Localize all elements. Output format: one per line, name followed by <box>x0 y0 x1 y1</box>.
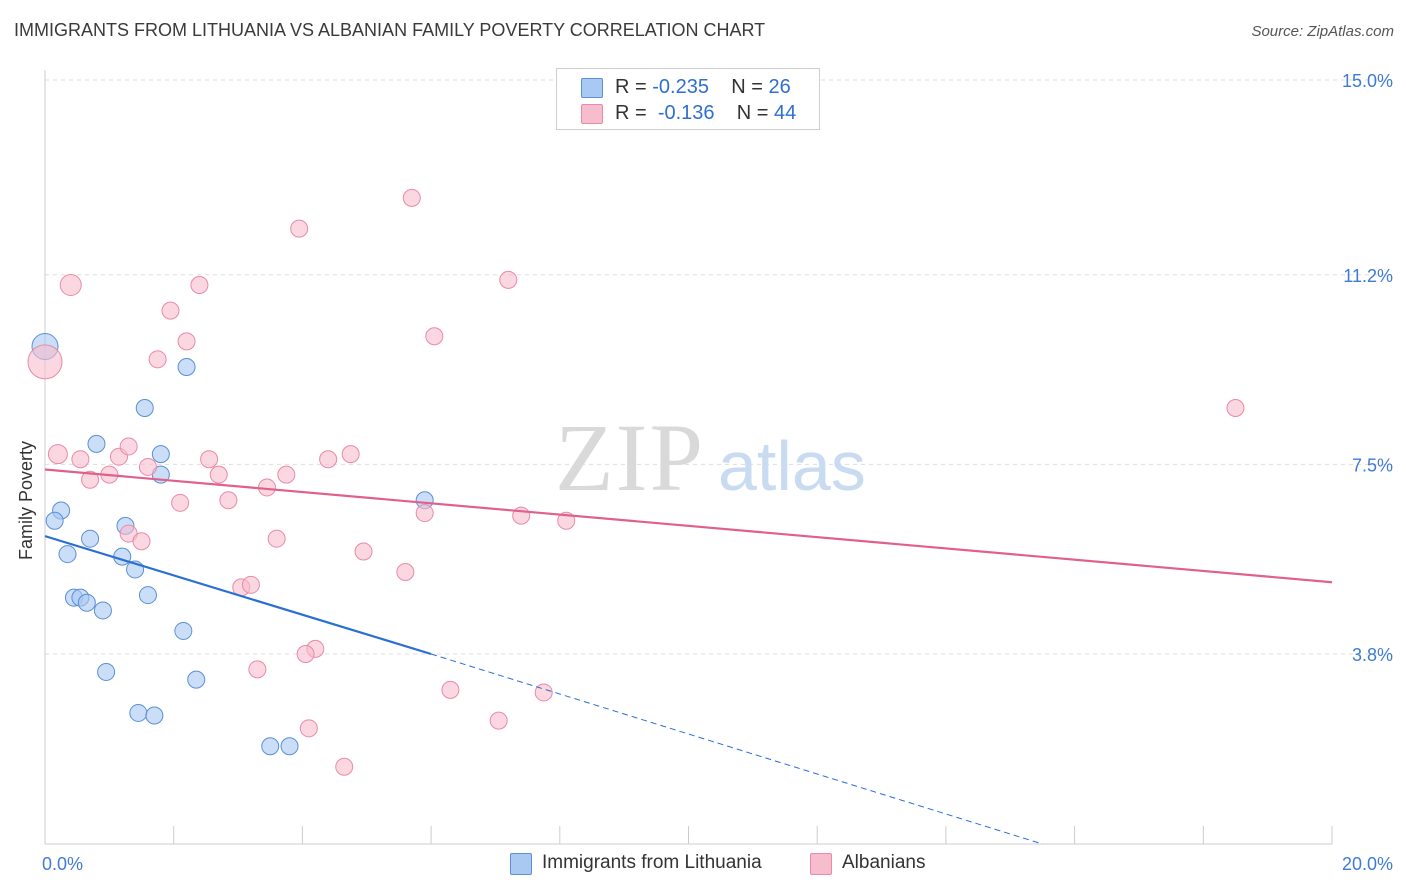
y-tick-label: 3.8% <box>1352 645 1393 665</box>
albanians-point <box>341 445 360 464</box>
x-tick-marks <box>44 826 1333 844</box>
albanians-point <box>319 450 338 469</box>
n-label: N = <box>736 102 769 124</box>
albanians-point <box>415 504 434 523</box>
trend-lines <box>44 468 1333 845</box>
gridlines <box>45 79 1392 655</box>
lithuania-point <box>145 706 164 725</box>
albanians-point <box>241 575 260 594</box>
albanians-point <box>299 719 318 738</box>
albanians-point <box>489 711 508 730</box>
stats-text: R = -0.235 N = 26 <box>615 76 791 99</box>
r-label: R = <box>615 76 647 98</box>
lithuania-point <box>129 703 148 722</box>
watermark: ZIP atlas <box>555 404 866 511</box>
watermark-zip: ZIP <box>555 404 705 511</box>
lithuania-point <box>187 670 206 689</box>
albanians-point <box>354 542 373 561</box>
albanians-point <box>1226 399 1245 417</box>
albanians-point <box>132 532 151 551</box>
albanians-point <box>138 457 157 476</box>
albanians-point <box>59 274 82 296</box>
albanians-point <box>71 450 90 469</box>
x-tick-label: 20.0% <box>1342 854 1393 874</box>
lithuania-point <box>151 445 170 464</box>
source-label: Source: ZipAtlas.com <box>1251 23 1394 40</box>
albanians-point <box>161 301 180 320</box>
lithuania-point <box>45 511 64 530</box>
r-value: -0.136 <box>657 102 715 124</box>
albanians-point <box>499 270 518 289</box>
legend-label: Albanians <box>842 852 926 873</box>
albanians-point <box>296 645 315 663</box>
stats-text: R = -0.136 N = 44 <box>615 102 796 125</box>
albanians-point <box>47 444 68 465</box>
lithuania-point <box>177 358 196 376</box>
albanians-legend-swatch <box>810 853 832 875</box>
lithuania-trend-line <box>44 535 432 656</box>
n-value: 26 <box>768 76 791 98</box>
r-value: -0.235 <box>652 76 709 98</box>
y-axis-title: Family Poverty <box>16 440 36 560</box>
albanians-point <box>441 680 460 699</box>
chart-title: IMMIGRANTS FROM LITHUANIA VS ALBANIAN FA… <box>14 20 766 40</box>
albanians-point <box>81 470 100 489</box>
lithuania-point <box>77 593 96 612</box>
lithuania-point <box>135 399 154 417</box>
y-tick-label: 11.2% <box>1343 266 1393 286</box>
albanians-point <box>27 344 63 380</box>
albanians-point <box>219 491 238 510</box>
data-points <box>27 188 1245 776</box>
albanians-point <box>248 660 267 679</box>
y-tick-label: 15.0% <box>1342 71 1393 91</box>
albanians-point <box>534 683 553 702</box>
lithuania-point <box>58 545 77 564</box>
stats-legend: R = -0.235 N = 26 R = -0.136 N = 44 <box>556 68 820 130</box>
lithuania-point <box>280 737 299 756</box>
r-label: R = <box>615 102 647 124</box>
n-value: 44 <box>774 102 797 124</box>
albanians-point <box>171 493 190 512</box>
albanians-point <box>396 563 415 581</box>
albanians-point <box>209 465 228 484</box>
lithuania-swatch <box>581 78 603 98</box>
albanians-point <box>190 276 209 294</box>
lithuania-point <box>174 621 193 640</box>
lithuania-legend-swatch <box>510 853 532 875</box>
albanians-point <box>148 350 167 369</box>
y-tick-label: 7.5% <box>1352 455 1393 475</box>
n-label: N = <box>731 76 763 98</box>
legend-label: Immigrants from Lithuania <box>542 852 762 873</box>
albanians-point <box>267 529 286 548</box>
albanians-point <box>425 327 444 346</box>
albanians-point <box>200 450 219 469</box>
lithuania-point <box>87 434 106 453</box>
lithuania-point <box>93 601 112 620</box>
albanians-point <box>290 219 309 238</box>
watermark-atlas: atlas <box>718 427 866 505</box>
albanians-point <box>335 757 354 776</box>
albanians-point <box>402 188 421 207</box>
lithuania-point <box>261 737 280 756</box>
albanians-point <box>119 437 138 456</box>
x-tick-label: 0.0% <box>42 854 83 874</box>
x-tick-labels: 0.0% 20.0% <box>42 854 1393 874</box>
albanians-swatch <box>581 104 603 124</box>
lithuania-point <box>97 662 116 681</box>
lithuania-point <box>81 529 100 548</box>
albanians-point <box>277 465 296 484</box>
albanians-point <box>177 332 196 351</box>
lithuania-point <box>138 586 157 605</box>
y-tick-labels: 3.8% 7.5% 11.2% 15.0% <box>1342 71 1393 665</box>
albanians-trend-line <box>44 468 1333 584</box>
lithuania-trend-line-extension <box>430 653 1043 845</box>
